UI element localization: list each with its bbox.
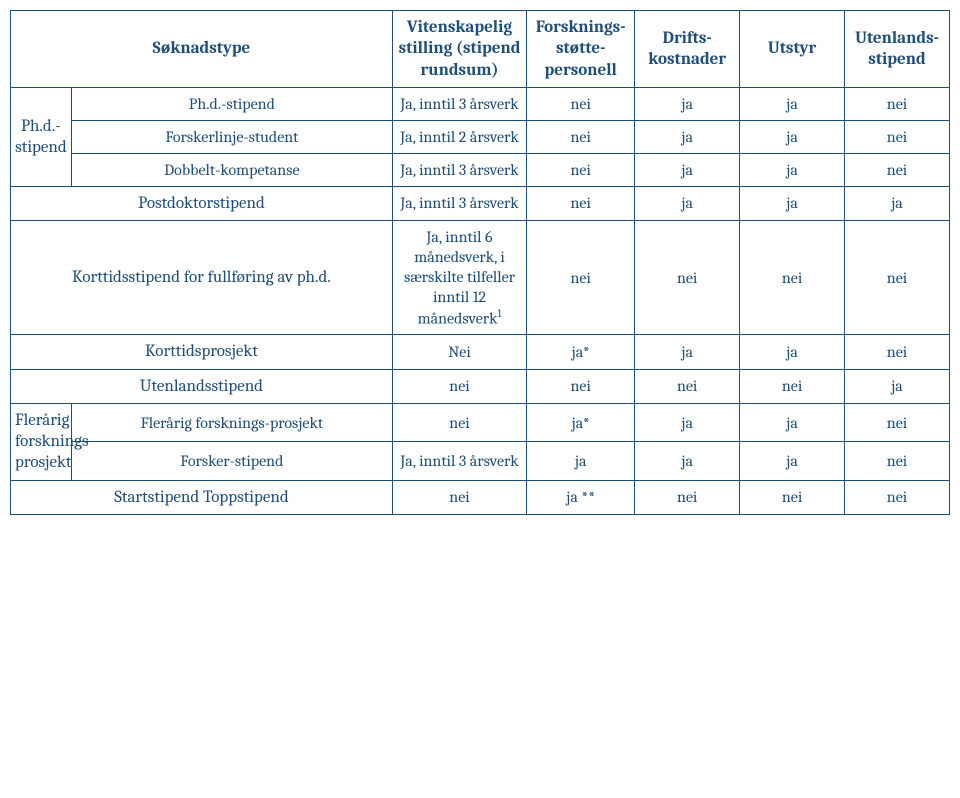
cell: ja [527,442,635,480]
cell: Ja, inntil 3 årsverk [392,87,526,120]
cell: ja [635,403,740,441]
row-label: Utenlandsstipend [11,369,393,403]
cell: nei [740,221,845,335]
col-drifts: Drifts-kostnader [635,11,740,88]
cell: nei [635,369,740,403]
row-label: Korttidsstipend for fullføring av ph.d. [11,221,393,335]
cell: nei [527,153,635,186]
cell: nei [845,87,950,120]
group-flerarig: Flerårig forsknings-prosjekt [11,403,72,480]
cell: Ja, inntil 2 årsverk [392,120,526,153]
grant-table: Søknadstype Vitenskapelig stilling (stip… [10,10,950,515]
cell: nei [845,480,950,514]
row-label: Startstipend Toppstipend [11,480,393,514]
col-vitenskapelig: Vitenskapelig stilling (stipend rundsum) [392,11,526,88]
table-row: Forskerlinje-student Ja, inntil 2 årsver… [11,120,950,153]
cell: nei [527,221,635,335]
group-phd: Ph.d.-stipend [11,87,72,186]
cell: Ja, inntil 3 årsverk [392,153,526,186]
cell: nei [845,120,950,153]
cell: nei [527,369,635,403]
row-label: Forskerlinje-student [71,120,392,153]
table-row: Dobbelt-kompetanse Ja, inntil 3 årsverk … [11,153,950,186]
cell: nei [845,403,950,441]
table-row: Korttidsstipend for fullføring av ph.d. … [11,221,950,335]
cell: Ja, inntil 3 årsverk [392,186,526,220]
cell: ja ** [527,480,635,514]
header-row: Søknadstype Vitenskapelig stilling (stip… [11,11,950,88]
table-row: Startstipend Toppstipend nei ja ** nei n… [11,480,950,514]
cell: ja* [527,403,635,441]
col-forsknings: Forsknings-støtte-personell [527,11,635,88]
cell: Ja, inntil 6 månedsverk, i særskilte til… [392,221,526,335]
table-row: Flerårig forsknings-prosjekt Flerårig fo… [11,403,950,441]
row-label: Postdoktorstipend [11,186,393,220]
cell: nei [845,335,950,369]
cell: ja [635,186,740,220]
table-row: Korttidsprosjekt Nei ja* ja ja nei [11,335,950,369]
table-row: Postdoktorstipend Ja, inntil 3 årsverk n… [11,186,950,220]
cell: nei [740,480,845,514]
col-soknadstype: Søknadstype [11,11,393,88]
cell: ja* [527,335,635,369]
cell: ja [740,335,845,369]
cell: nei [527,120,635,153]
cell: ja [845,369,950,403]
col-utstyr: Utstyr [740,11,845,88]
table-row: Utenlandsstipend nei nei nei nei ja [11,369,950,403]
cell: ja [845,186,950,220]
cell: nei [845,221,950,335]
cell: nei [635,480,740,514]
cell: nei [392,480,526,514]
row-label: Korttidsprosjekt [11,335,393,369]
cell: ja [635,442,740,480]
row-label: Flerårig forsknings-prosjekt [71,403,392,441]
row-label: Forsker-stipend [71,442,392,480]
cell: ja [740,403,845,441]
cell: ja [740,120,845,153]
cell: nei [845,442,950,480]
cell: ja [740,186,845,220]
cell: nei [740,369,845,403]
row-label: Ph.d.-stipend [71,87,392,120]
col-utenland: Utenlands-stipend [845,11,950,88]
cell: nei [635,221,740,335]
cell: ja [635,120,740,153]
cell: ja [635,87,740,120]
cell: nei [527,186,635,220]
cell: nei [392,369,526,403]
cell: nei [392,403,526,441]
cell: ja [740,153,845,186]
row-label: Dobbelt-kompetanse [71,153,392,186]
cell: ja [635,335,740,369]
cell: ja [740,87,845,120]
cell: nei [527,87,635,120]
cell: ja [635,153,740,186]
cell: ja [740,442,845,480]
table-row: Ph.d.-stipend Ph.d.-stipend Ja, inntil 3… [11,87,950,120]
table-row: Forsker-stipend Ja, inntil 3 årsverk ja … [11,442,950,480]
cell: Nei [392,335,526,369]
cell: Ja, inntil 3 årsverk [392,442,526,480]
cell: nei [845,153,950,186]
